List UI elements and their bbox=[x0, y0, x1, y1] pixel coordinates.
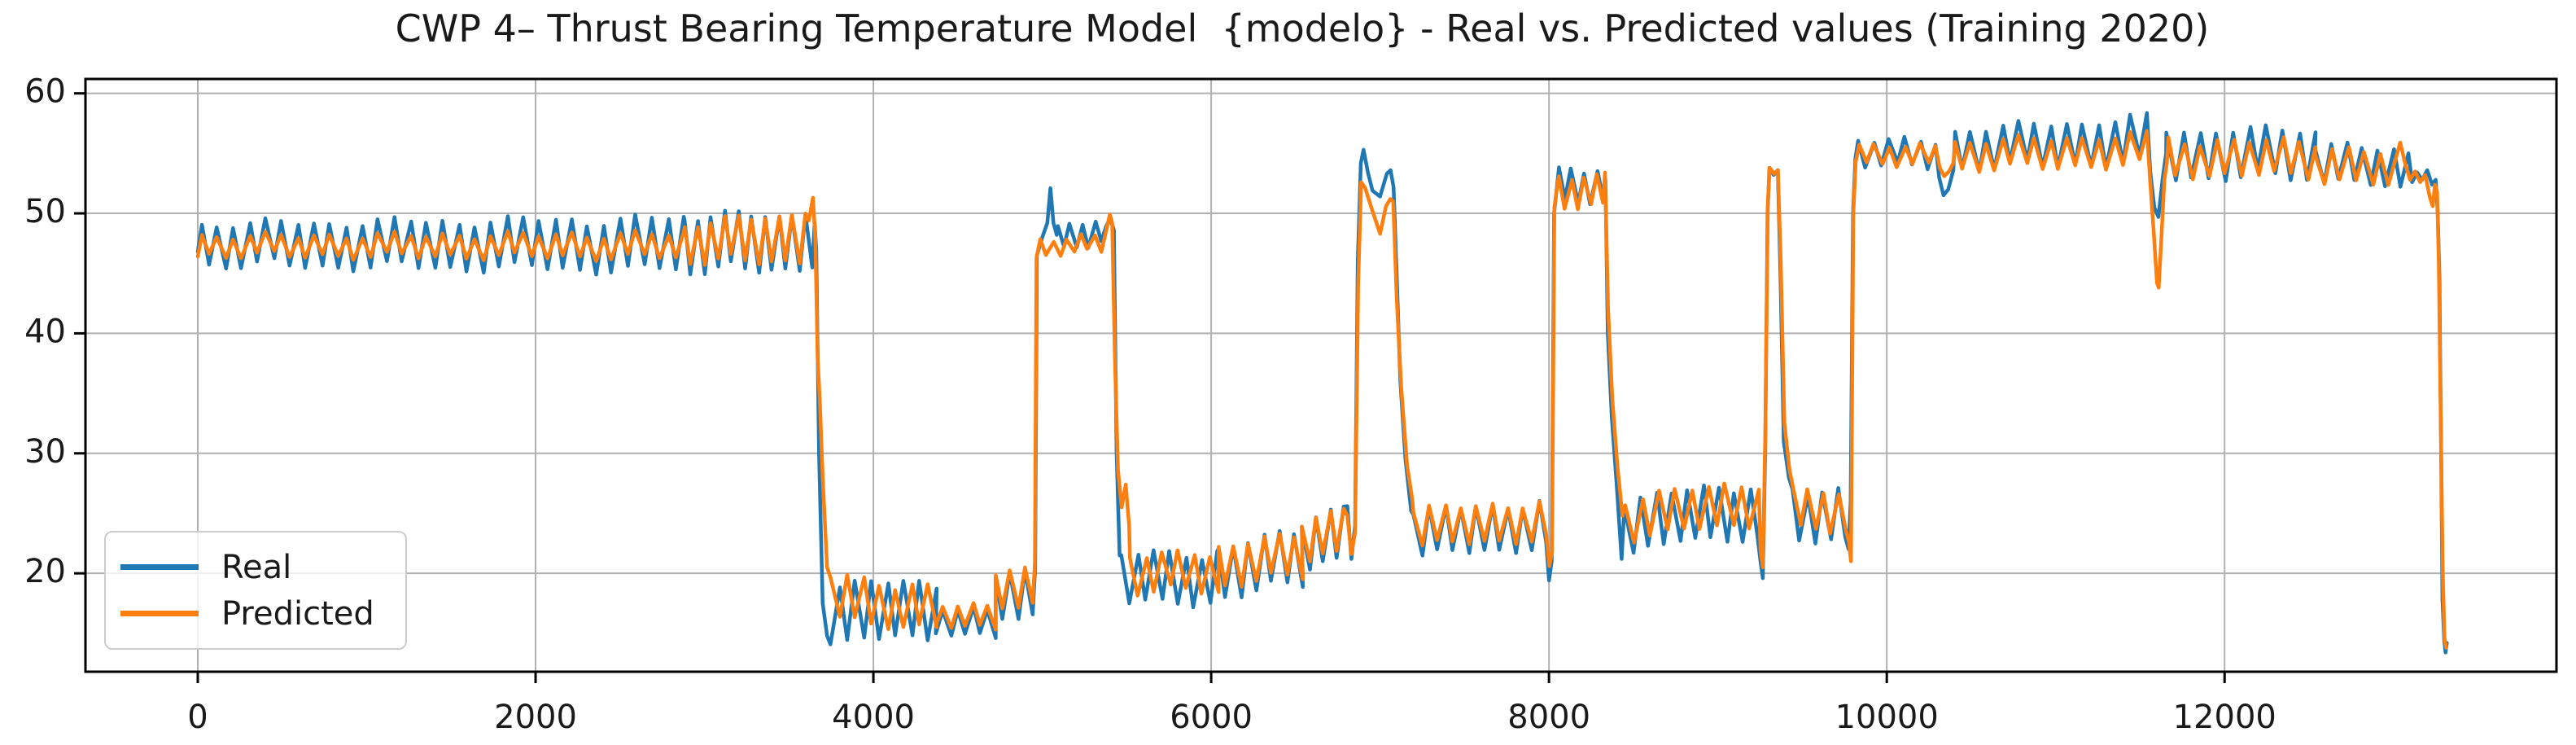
y-tick-label-20: 20 bbox=[24, 553, 66, 590]
x-tick-label-2000: 2000 bbox=[494, 699, 577, 736]
x-tick-label-8000: 8000 bbox=[1507, 699, 1590, 736]
y-tick-label-50: 50 bbox=[24, 193, 66, 230]
series-line-predicted bbox=[195, 129, 2448, 650]
axes-frame bbox=[84, 77, 2558, 673]
series-line-real bbox=[195, 111, 2449, 655]
legend: Real Predicted bbox=[104, 531, 407, 650]
x-tick-label-12000: 12000 bbox=[2173, 699, 2276, 736]
legend-entry-real: Real bbox=[120, 551, 386, 584]
legend-label-predicted: Predicted bbox=[221, 594, 374, 633]
predicted-line-swatch bbox=[120, 611, 199, 616]
y-tick-label-40: 40 bbox=[24, 313, 66, 350]
y-tick-label-30: 30 bbox=[24, 433, 66, 471]
x-tick-label-4000: 4000 bbox=[832, 699, 915, 736]
legend-label-real: Real bbox=[221, 548, 292, 586]
x-tick-label-10000: 10000 bbox=[1835, 699, 1939, 736]
x-tick-label-6000: 6000 bbox=[1170, 699, 1253, 736]
chart-title: CWP 4– Thrust Bearing Temperature Model … bbox=[395, 7, 2210, 50]
y-tick-label-60: 60 bbox=[24, 73, 66, 111]
legend-entry-predicted: Predicted bbox=[120, 598, 386, 630]
x-tick-label-0: 0 bbox=[187, 699, 208, 736]
real-line-swatch bbox=[120, 564, 199, 570]
